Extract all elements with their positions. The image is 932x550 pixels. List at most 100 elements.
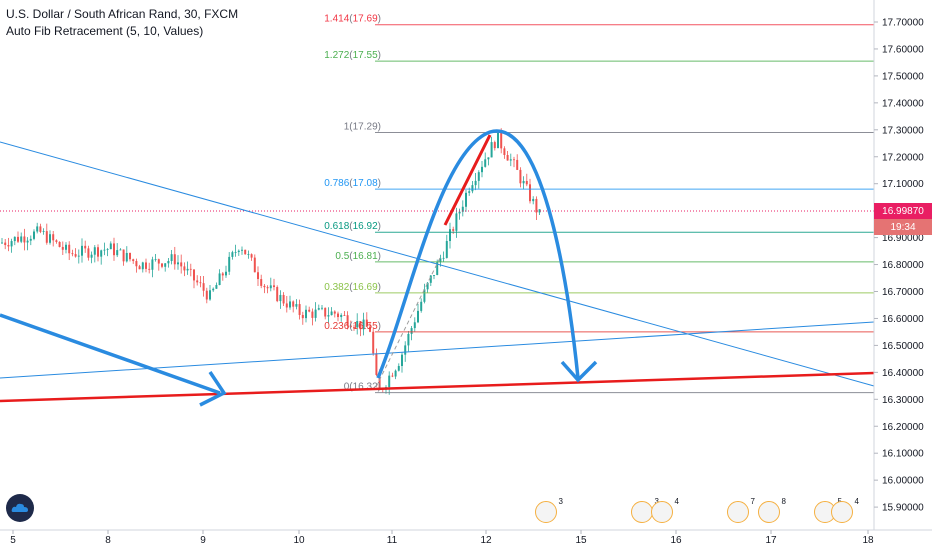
candle-body bbox=[525, 180, 528, 185]
candle-body bbox=[375, 353, 378, 375]
fib-diagonal bbox=[375, 257, 441, 388]
candle-body bbox=[161, 263, 163, 267]
candle-body bbox=[413, 322, 416, 329]
candle-body bbox=[538, 209, 541, 213]
candle-body bbox=[65, 244, 67, 250]
candle-body bbox=[346, 315, 349, 326]
price-tick-label: 16.50000 bbox=[882, 341, 924, 352]
candle-body bbox=[116, 250, 119, 256]
candle-body bbox=[308, 309, 311, 312]
candle-body bbox=[180, 262, 183, 267]
candle-body bbox=[397, 366, 400, 371]
candle-body bbox=[407, 333, 410, 346]
candle-body bbox=[119, 249, 122, 251]
candle-body bbox=[71, 253, 74, 255]
candle-body bbox=[433, 275, 435, 276]
candle-body bbox=[132, 259, 135, 262]
candle-body bbox=[455, 213, 458, 231]
event-flag-icon[interactable]: 7 bbox=[727, 497, 756, 523]
price-tick-label: 16.40000 bbox=[882, 368, 924, 379]
candle-body bbox=[215, 285, 218, 289]
price-tick-label: 16.10000 bbox=[882, 449, 924, 460]
candle-body bbox=[49, 234, 51, 243]
candle-body bbox=[426, 282, 429, 290]
indicator-label[interactable]: Auto Fib Retracement (5, 10, Values) bbox=[6, 24, 204, 38]
candle-body bbox=[45, 231, 48, 243]
candle-body bbox=[285, 303, 288, 308]
candle-body bbox=[125, 252, 128, 262]
time-axis[interactable]: 5 8 9 10 11 12 15 16 17 18 bbox=[0, 529, 932, 546]
time-tick-label: 8 bbox=[105, 535, 111, 546]
candle-body bbox=[273, 285, 275, 288]
candle-body bbox=[529, 184, 531, 202]
symbol-title[interactable]: U.S. Dollar / South African Rand, 30, FX… bbox=[6, 7, 239, 21]
candle-body bbox=[145, 262, 147, 269]
candle-body bbox=[394, 370, 397, 377]
candle-body bbox=[477, 172, 480, 181]
price-tick-label: 16.80000 bbox=[882, 260, 924, 271]
candle-body bbox=[276, 287, 279, 302]
candle-body bbox=[231, 252, 234, 257]
candle-body bbox=[77, 255, 80, 257]
fib-level-label: 0.236(16.55) bbox=[324, 321, 381, 332]
candle-body bbox=[237, 250, 240, 253]
candle-body bbox=[26, 240, 29, 243]
candle-body bbox=[109, 243, 112, 250]
candle-body bbox=[39, 226, 42, 232]
chart-legend: U.S. Dollar / South African Rand, 30, FX… bbox=[6, 6, 238, 40]
candle-body bbox=[253, 257, 256, 273]
candle-body bbox=[68, 244, 71, 254]
candle-body bbox=[199, 282, 202, 284]
candle-body bbox=[36, 226, 39, 232]
price-axis-bg bbox=[874, 0, 932, 530]
candle-body bbox=[157, 259, 160, 264]
candle-body bbox=[167, 260, 170, 264]
candle-body bbox=[439, 258, 442, 263]
event-flag-icon[interactable]: 4 bbox=[831, 497, 860, 523]
candle-body bbox=[202, 283, 205, 291]
event-flag-icon[interactable]: 8 bbox=[758, 497, 787, 523]
candle-body bbox=[343, 314, 346, 316]
candle-body bbox=[423, 289, 426, 302]
candle-body bbox=[177, 262, 179, 265]
candle-body bbox=[42, 231, 45, 232]
candle-body bbox=[84, 245, 87, 249]
time-tick-label: 17 bbox=[765, 535, 777, 546]
candle-body bbox=[209, 290, 211, 300]
arc-projection bbox=[376, 129, 580, 379]
tradingview-logo[interactable] bbox=[6, 494, 34, 522]
arrow-head bbox=[199, 371, 227, 407]
candle-body bbox=[148, 268, 151, 270]
candle-body bbox=[500, 132, 503, 149]
fib-level-label: 1.272(17.55) bbox=[324, 50, 381, 61]
candle-body bbox=[292, 301, 295, 307]
candle-body bbox=[241, 249, 243, 251]
time-tick-label: 18 bbox=[862, 535, 874, 546]
price-axis[interactable]: 17.70000 17.60000 17.50000 17.40000 17.30000… bbox=[873, 0, 932, 530]
candle-body bbox=[138, 266, 141, 270]
event-flag-icon[interactable]: 3 bbox=[535, 497, 564, 523]
candle-body bbox=[471, 185, 474, 192]
candle-body bbox=[337, 313, 339, 318]
candle-body bbox=[314, 309, 317, 318]
candle-body bbox=[218, 273, 221, 286]
event-flag-icon[interactable]: 3 bbox=[631, 497, 660, 523]
event-flag-icon[interactable]: 4 bbox=[651, 497, 680, 523]
candle-body bbox=[458, 211, 461, 214]
candle-body bbox=[7, 245, 10, 247]
candle-body bbox=[141, 262, 144, 270]
candle-body bbox=[333, 311, 336, 314]
candle-body bbox=[461, 206, 464, 212]
candle-body bbox=[221, 273, 224, 276]
candle-body bbox=[487, 157, 490, 160]
time-tick-label: 16 bbox=[670, 535, 682, 546]
candle-body bbox=[52, 234, 55, 241]
price-tick-label: 17.10000 bbox=[882, 179, 924, 190]
candles bbox=[1, 128, 541, 395]
price-tick-label: 16.20000 bbox=[882, 422, 924, 433]
candle-body bbox=[305, 309, 307, 319]
fib-level-label: 1.414(17.69) bbox=[324, 14, 381, 25]
candle-body bbox=[228, 256, 231, 272]
drawings bbox=[0, 129, 875, 407]
